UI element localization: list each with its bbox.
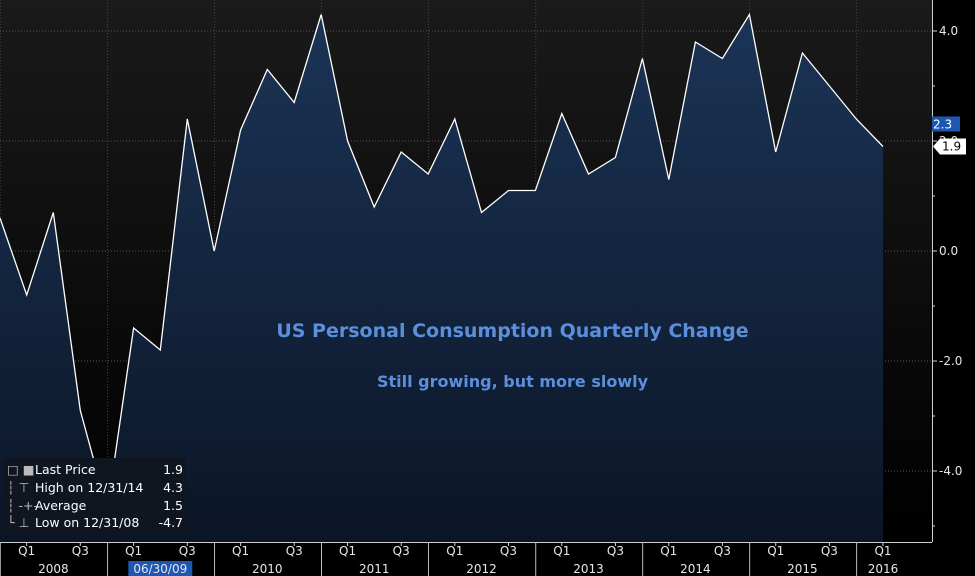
marker-label: 2.3 <box>933 118 952 132</box>
last-price-icon: □ ■ <box>7 462 35 477</box>
data-point <box>427 173 429 175</box>
data-point <box>775 151 777 153</box>
x-tick-label: Q1 <box>553 544 570 558</box>
x-tick-label: Q3 <box>179 544 196 558</box>
x-year-label: 2010 <box>252 562 283 576</box>
marker-box-white <box>933 138 966 155</box>
x-year-label: 2011 <box>359 562 390 576</box>
data-point <box>802 52 804 54</box>
data-point <box>266 69 268 71</box>
x-tick-label: Q1 <box>767 544 784 558</box>
legend-row-last-price: □ ■ Last Price 1.9 <box>7 462 183 478</box>
data-point <box>213 250 215 252</box>
x-tick-label: Q3 <box>393 544 410 558</box>
x-tick-label: Q3 <box>500 544 517 558</box>
data-point <box>400 151 402 153</box>
x-year-label: 2012 <box>466 562 497 576</box>
data-point <box>481 212 483 214</box>
data-point <box>53 212 55 214</box>
data-point <box>79 410 81 412</box>
data-point <box>454 118 456 120</box>
data-point <box>373 206 375 208</box>
x-tick-label: Q1 <box>339 544 356 558</box>
y-tick-label: -2.0 <box>939 354 962 368</box>
high-marker-icon: ┆ ⊤ <box>7 480 30 495</box>
x-year-label: 2013 <box>573 562 604 576</box>
low-marker-icon: └ ⊥ <box>7 515 30 530</box>
x-tick-label: Q1 <box>874 544 891 558</box>
area-fill <box>0 14 883 543</box>
legend-value: 1.9 <box>163 462 183 477</box>
data-point <box>829 85 831 87</box>
legend-label: Low on 12/31/08 <box>35 515 140 530</box>
data-point <box>535 190 537 192</box>
data-point <box>26 294 28 296</box>
legend-value: 4.3 <box>163 480 183 495</box>
average-marker-icon: ┆ -+- <box>7 498 38 513</box>
data-point <box>293 102 295 104</box>
x-tick-label: Q3 <box>607 544 624 558</box>
legend-row-low: └ ⊥ Low on 12/31/08 -4.7 <box>7 515 183 531</box>
data-point <box>508 190 510 192</box>
legend-value: -4.7 <box>158 515 183 530</box>
x-tick-label: Q1 <box>18 544 35 558</box>
legend-row-high: ┆ ⊤ High on 12/31/14 4.3 <box>7 480 183 496</box>
x-year-label: 2015 <box>787 562 818 576</box>
y-tick-label: 0.0 <box>939 244 958 258</box>
y-tick-label: -4.0 <box>939 464 962 478</box>
x-tick-label: Q3 <box>821 544 838 558</box>
legend-value: 1.5 <box>163 498 183 513</box>
x-tick-label: Q3 <box>714 544 731 558</box>
x-tick-label: Q1 <box>660 544 677 558</box>
data-point <box>749 14 751 16</box>
x-year-label: 2014 <box>680 562 711 576</box>
data-point <box>320 14 322 16</box>
data-point <box>347 140 349 142</box>
x-tick-label: Q3 <box>72 544 89 558</box>
data-point <box>160 349 162 351</box>
legend-label: Last Price <box>35 462 96 477</box>
data-point <box>856 118 858 120</box>
data-point <box>722 58 724 60</box>
x-year-label: 06/30/09 <box>133 562 187 576</box>
x-year-label: 2008 <box>38 562 69 576</box>
x-year-label: 2016 <box>868 562 899 576</box>
legend-label: High on 12/31/14 <box>35 480 144 495</box>
data-point <box>882 146 884 148</box>
legend-row-average: ┆ -+- Average 1.5 <box>7 498 183 514</box>
x-tick-label: Q1 <box>446 544 463 558</box>
series-line <box>0 12 884 510</box>
data-point <box>186 118 188 120</box>
y-tick-label: 4.0 <box>939 24 958 38</box>
chart-title: US Personal Consumption Quarterly Change <box>276 320 749 342</box>
chart-subtitle: Still growing, but more slowly <box>376 372 649 391</box>
data-point <box>695 41 697 43</box>
x-tick-label: Q1 <box>232 544 249 558</box>
marker-box-blue <box>932 116 960 132</box>
data-point <box>642 58 644 60</box>
series-area <box>0 12 884 543</box>
data-point <box>588 173 590 175</box>
date-highlight-box <box>128 561 193 576</box>
legend: □ ■ Last Price 1.9 ┆ ⊤ High on 12/31/14 … <box>3 458 186 534</box>
data-point <box>615 157 617 159</box>
data-point <box>561 113 563 115</box>
x-tick-label: Q3 <box>286 544 303 558</box>
data-point <box>668 179 670 181</box>
marker-label: 1.9 <box>942 140 961 154</box>
data-point <box>240 129 242 131</box>
x-tick-label: Q1 <box>125 544 142 558</box>
legend-label: Average <box>35 498 87 513</box>
